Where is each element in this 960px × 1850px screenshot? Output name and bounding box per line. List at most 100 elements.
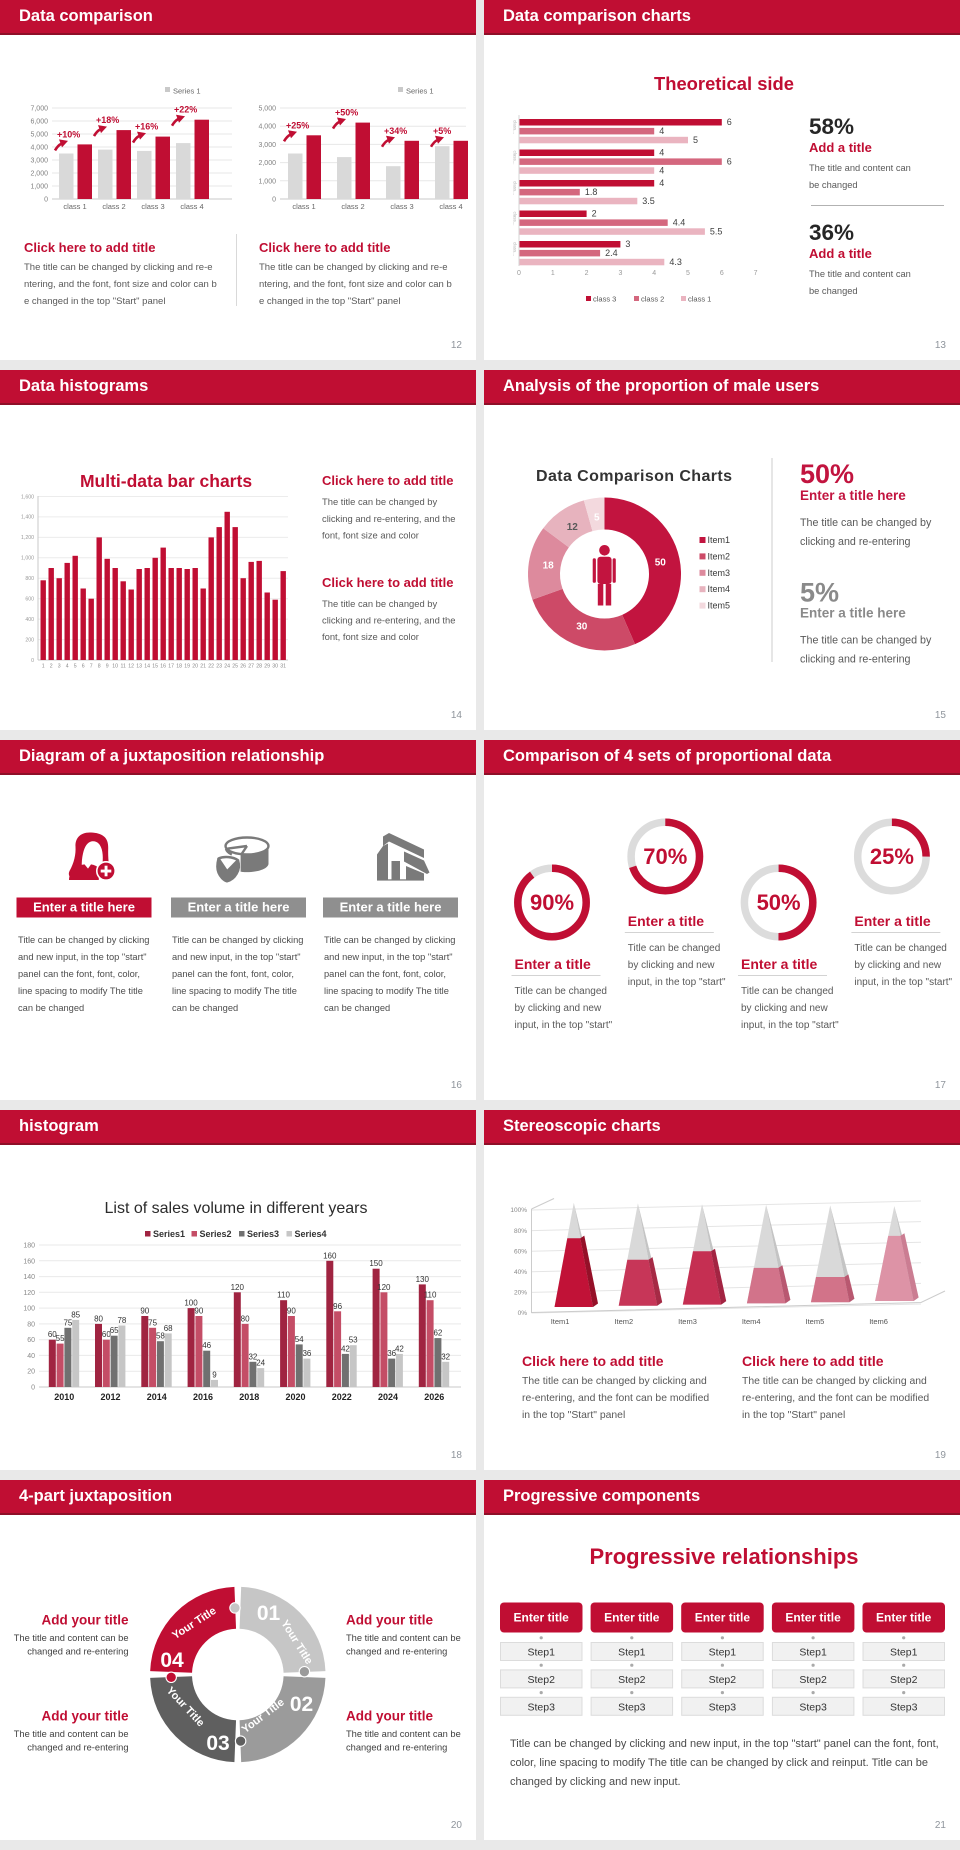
svg-text:class 3: class 3	[593, 295, 616, 304]
svg-text:+16%: +16%	[135, 122, 158, 132]
svg-text:class 2: class 2	[641, 295, 664, 304]
svg-text:4: 4	[659, 126, 664, 136]
svg-text:ntering, and the font, font si: ntering, and the font, font size and col…	[259, 279, 452, 290]
svg-text:5%: 5%	[800, 578, 839, 608]
svg-text:31: 31	[280, 664, 286, 670]
svg-text:0: 0	[272, 197, 276, 204]
svg-text:can be changed: can be changed	[324, 1003, 390, 1013]
svg-text:Enter title: Enter title	[604, 1611, 660, 1625]
svg-text:Enter a title here: Enter a title here	[800, 488, 906, 503]
svg-text:Add your title: Add your title	[346, 1709, 433, 1724]
svg-text:Data Comparison Charts: Data Comparison Charts	[536, 468, 732, 485]
svg-text:4.3: 4.3	[669, 257, 682, 267]
svg-text:120: 120	[231, 1283, 245, 1292]
svg-text:The title can be changed by: The title can be changed by	[322, 496, 437, 507]
svg-text:Step2: Step2	[890, 1674, 918, 1686]
svg-text:100: 100	[23, 1306, 35, 1313]
svg-text:2024: 2024	[378, 1392, 398, 1402]
svg-text:class 2: class 2	[102, 202, 125, 211]
svg-text:75: 75	[63, 1318, 72, 1327]
svg-text:input, in the top "start": input, in the top "start"	[515, 1020, 613, 1031]
svg-text:130: 130	[416, 1275, 430, 1284]
svg-text:1,200: 1,200	[21, 535, 34, 541]
svg-text:180: 180	[23, 1243, 35, 1250]
svg-text:The title and content can: The title and content can	[809, 269, 911, 279]
svg-text:Enter a title: Enter a title	[854, 913, 930, 929]
svg-text:9: 9	[106, 664, 109, 670]
svg-text:18: 18	[543, 560, 555, 571]
svg-text:by clicking and new: by clicking and new	[515, 1003, 602, 1014]
svg-text:60%: 60%	[514, 1248, 527, 1255]
svg-text:4: 4	[66, 664, 69, 670]
svg-text:1,400: 1,400	[21, 515, 34, 521]
svg-text:font, font size and color: font, font size and color	[322, 631, 419, 642]
svg-text:+34%: +34%	[384, 126, 407, 136]
svg-text:Series 1: Series 1	[173, 87, 201, 96]
svg-text:0: 0	[31, 658, 34, 664]
svg-text:1,000: 1,000	[21, 556, 34, 562]
svg-text:30: 30	[272, 664, 278, 670]
svg-text:27: 27	[248, 664, 254, 670]
svg-text:2: 2	[50, 664, 53, 670]
svg-text:Step2: Step2	[527, 1674, 555, 1686]
svg-text:2.4: 2.4	[605, 248, 618, 258]
svg-text:class...: class...	[513, 181, 518, 195]
svg-text:Item5: Item5	[708, 601, 731, 611]
svg-text:Series4: Series4	[295, 1229, 327, 1239]
svg-text:03: 03	[206, 1732, 229, 1755]
svg-text:20: 20	[27, 1369, 35, 1376]
svg-text:clicking and re-entering, and: clicking and re-entering, and the	[322, 615, 455, 626]
svg-text:Enter a title: Enter a title	[628, 913, 704, 929]
svg-text:and new input, in the top "sta: and new input, in the top "start"	[324, 952, 453, 962]
svg-text:2014: 2014	[147, 1392, 167, 1402]
svg-text:85: 85	[71, 1310, 80, 1319]
svg-text:55: 55	[56, 1334, 65, 1343]
svg-text:0: 0	[517, 270, 521, 277]
svg-text:3.5: 3.5	[642, 196, 655, 206]
svg-text:2012: 2012	[101, 1392, 121, 1402]
svg-text:50: 50	[655, 557, 667, 568]
svg-text:clicking and re-entering, and: clicking and re-entering, and the	[322, 513, 455, 524]
svg-text:120: 120	[23, 1290, 35, 1297]
svg-text:50%: 50%	[800, 459, 854, 489]
svg-text:Item6: Item6	[869, 1317, 888, 1326]
svg-text:+18%: +18%	[96, 115, 119, 125]
svg-text:60: 60	[102, 1330, 111, 1339]
svg-text:Enter title: Enter title	[514, 1611, 570, 1625]
svg-text:panel can the font, font, colo: panel can the font, font, color,	[324, 969, 446, 979]
svg-text:5,000: 5,000	[30, 132, 48, 139]
svg-text:class...: class...	[513, 212, 518, 226]
svg-text:line spacing to modify The tit: line spacing to modify The title	[324, 986, 449, 996]
svg-text:input, in the top "start": input, in the top "start"	[741, 1020, 839, 1031]
svg-text:Series1: Series1	[153, 1229, 185, 1239]
svg-text:Item1: Item1	[551, 1317, 570, 1326]
svg-text:600: 600	[25, 596, 34, 602]
svg-text:Add your title: Add your title	[42, 1613, 129, 1628]
svg-text:90: 90	[140, 1307, 149, 1316]
svg-text:Enter a title here: Enter a title here	[188, 900, 290, 915]
svg-text:Step3: Step3	[709, 1701, 737, 1713]
svg-text:class 3: class 3	[141, 202, 164, 211]
svg-text:The title can be changed by cl: The title can be changed by clicking and…	[259, 262, 448, 273]
svg-text:Add a title: Add a title	[809, 246, 872, 261]
svg-text:Series 1: Series 1	[406, 87, 434, 96]
svg-text:Enter a title here: Enter a title here	[340, 900, 442, 915]
svg-text:15: 15	[152, 664, 158, 670]
svg-text:Title can be changed by clicki: Title can be changed by clicking	[18, 935, 149, 945]
svg-text:4: 4	[659, 166, 664, 176]
svg-text:Theoretical side: Theoretical side	[654, 73, 794, 94]
svg-text:6: 6	[727, 117, 732, 127]
svg-text:+50%: +50%	[335, 108, 358, 118]
svg-text:68: 68	[164, 1324, 173, 1333]
svg-text:line spacing to modify The tit: line spacing to modify The title	[18, 986, 143, 996]
svg-text:150: 150	[369, 1259, 383, 1268]
svg-text:Title can be changed: Title can be changed	[741, 986, 833, 997]
svg-text:9: 9	[212, 1370, 217, 1379]
svg-text:60: 60	[48, 1330, 57, 1339]
svg-text:panel can the font, font, colo: panel can the font, font, color,	[172, 969, 294, 979]
svg-text:01: 01	[257, 1602, 281, 1625]
svg-text:29: 29	[264, 664, 270, 670]
svg-text:5,000: 5,000	[258, 106, 276, 113]
svg-text:90%: 90%	[530, 890, 574, 915]
svg-text:1: 1	[551, 270, 555, 277]
